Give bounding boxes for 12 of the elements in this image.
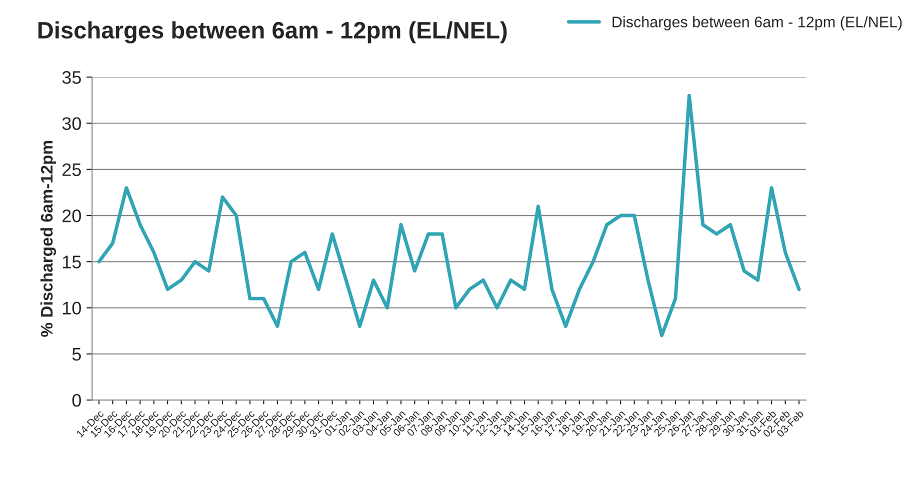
y-tick-label: 20 — [62, 209, 81, 222]
y-tick-label: 0 — [72, 394, 81, 407]
y-tick-label: 10 — [62, 302, 81, 315]
y-axis-title: % Discharged 6am-12pm — [40, 140, 56, 337]
y-tick-label: 15 — [62, 256, 81, 268]
legend-label: Discharges between 6am - 12pm (EL/NEL) — [612, 16, 902, 30]
y-tick-label: 25 — [62, 163, 81, 176]
y-tick-label: 30 — [62, 117, 81, 130]
y-tick-label: 35 — [62, 71, 81, 84]
y-tick-label: 5 — [72, 348, 81, 361]
chart-title: Discharges between 6am - 12pm (EL/NEL) — [38, 21, 507, 44]
line-series — [97, 94, 801, 338]
